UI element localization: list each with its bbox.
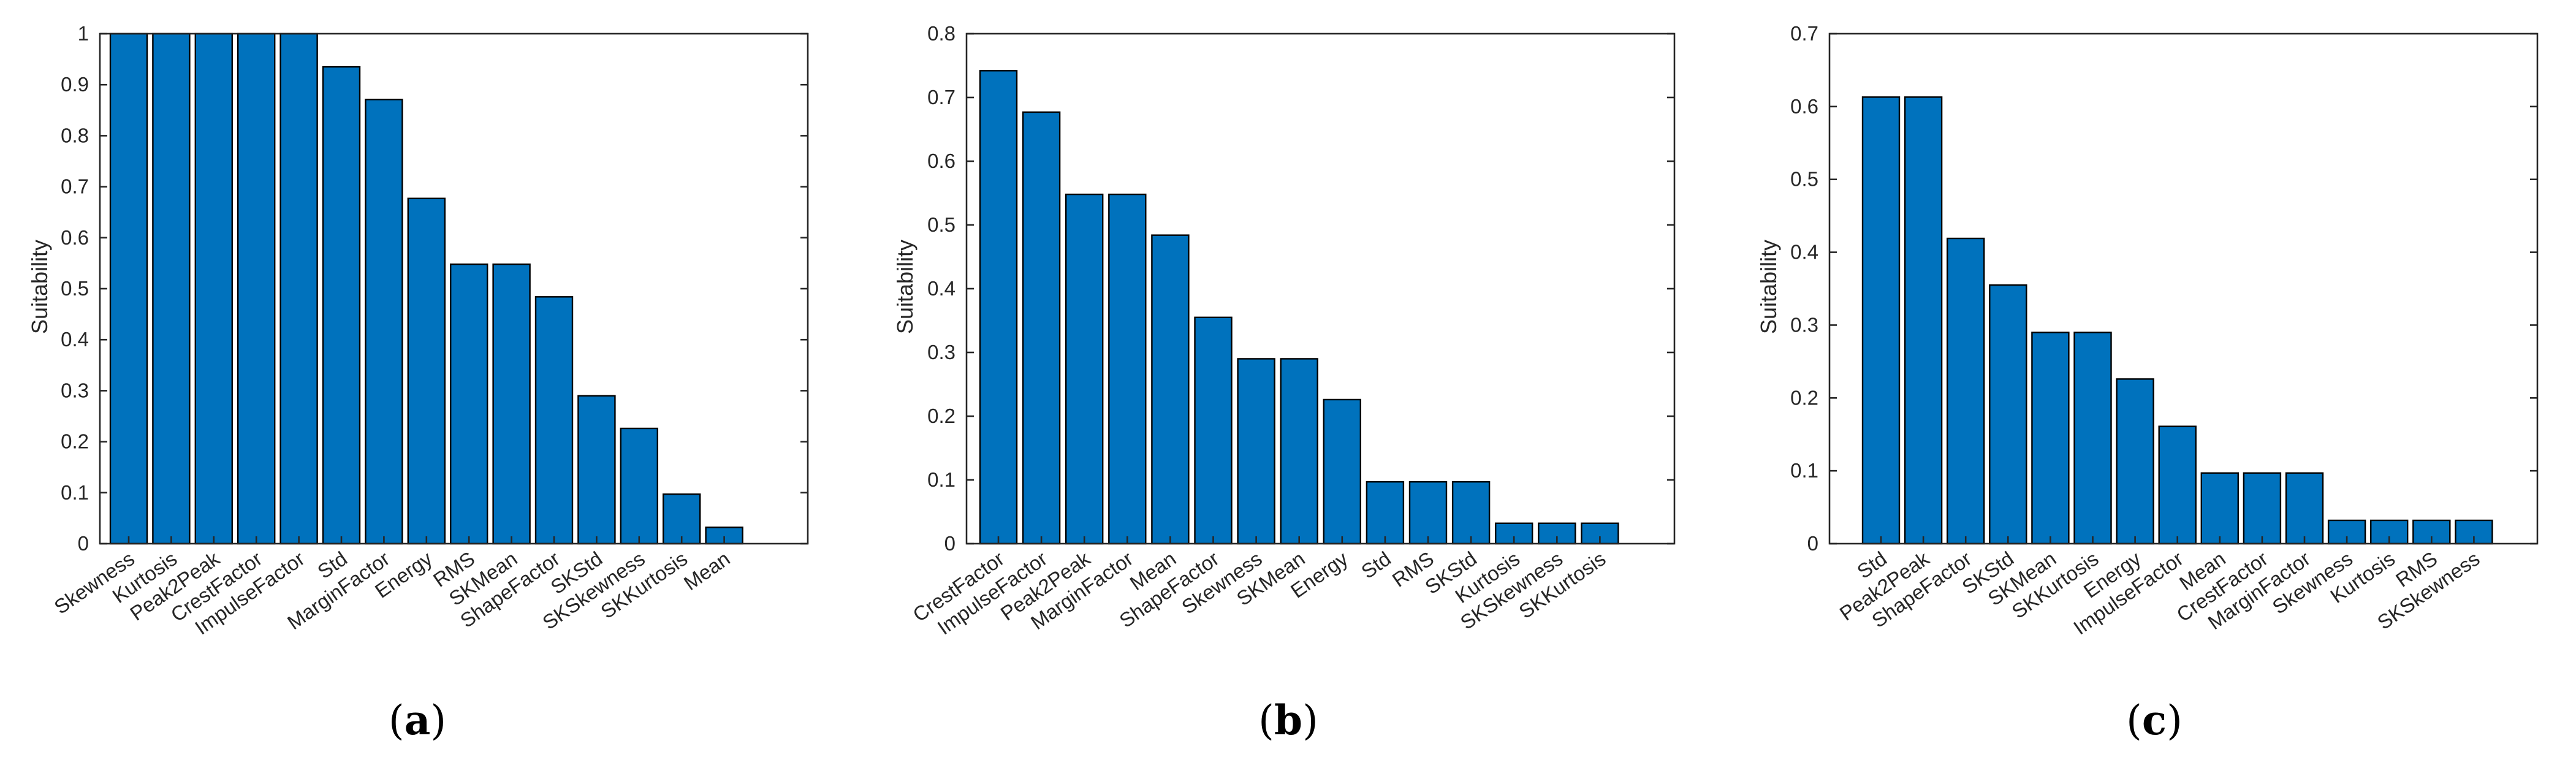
panel-c-ylabel: Suitability [1756, 240, 1781, 334]
panel-b-bar [1366, 481, 1405, 545]
panel-b-ytick-label: 0.6 [927, 150, 956, 172]
panel-a: Suitability 0 0.1 0.2 0.3 0.4 0.5 0.6 0.7 0.8 0.9… [27, 22, 809, 744]
panel-a-bar [152, 32, 191, 545]
panel-a-bar [450, 263, 488, 545]
panel-a-yticks: 0 0.1 0.2 0.3 0.4 0.5 0.6 0.7 0.8 0.9 1 [61, 22, 808, 555]
panel-b-ylabel: Suitability [892, 240, 918, 334]
panel-c-bar [2285, 472, 2324, 545]
panel-b-bar [1108, 193, 1147, 545]
panel-c-bar [1904, 96, 1943, 545]
panel-c-bars [1861, 96, 2493, 545]
panel-b-yticks: 0 0.1 0.2 0.3 0.4 0.5 0.6 0.7 0.8 [927, 22, 1674, 555]
panel-c-bar [2200, 472, 2240, 545]
panel-b-ytick-label: 0.2 [927, 405, 956, 427]
panel-b-bar [1194, 316, 1233, 545]
panel-c: Suitability 0 0.1 0.2 0.3 0.4 0.5 0.6 0.7 StdPe… [1756, 22, 2539, 744]
panel-b-ytick-label: 0.4 [927, 277, 956, 300]
panel-a-ytick-label: 0.6 [61, 226, 89, 249]
panel-b-bar [1022, 111, 1061, 545]
panel-b-bar [1280, 358, 1318, 545]
panel-c-caption-open: ( [2126, 697, 2142, 744]
panel-a-ytick-label: 0.7 [61, 175, 89, 198]
panel-c-bar [2158, 425, 2197, 545]
panel-c-ytick-label: 0 [1807, 532, 1818, 555]
panel-c-yticks: 0 0.1 0.2 0.3 0.4 0.5 0.6 0.7 [1790, 22, 2537, 555]
panel-c-bar [2243, 472, 2282, 545]
panel-b-bar [1323, 398, 1362, 545]
panel-c-bar [1989, 284, 2027, 545]
panel-b-bar [1237, 358, 1275, 545]
panel-a-ytick-label: 0.4 [61, 328, 89, 351]
panel-b-bar [1451, 481, 1491, 545]
panel-a-bar [279, 32, 318, 545]
panel-b-bar [1408, 481, 1448, 545]
panel-b-ytick-label: 0.5 [927, 213, 956, 236]
panel-b-ytick-label: 0.7 [927, 86, 956, 108]
panel-a-bar [194, 32, 233, 545]
panel-c-ytick-label: 0.1 [1790, 459, 1818, 482]
panel-a-bar [237, 32, 276, 545]
panel-a-ytick-label: 0.5 [61, 277, 89, 300]
panel-a-bar [577, 395, 616, 545]
panel-a-bars [109, 32, 743, 545]
panel-c-ytick-label: 0.4 [1790, 241, 1818, 264]
panel-b-caption-close: ) [1302, 697, 1318, 744]
panel-a-bar [620, 427, 658, 545]
panel-a-ytick-label: 0.3 [61, 379, 89, 401]
panel-a-bar [322, 66, 361, 545]
panel-a-ytick-label: 0.2 [61, 430, 89, 453]
panel-a-xticks: SkewnessKurtosisPeak2PeakCrestFactorImpu… [50, 536, 734, 639]
panel-a-bar [492, 263, 531, 545]
panel-c-ytick-label: 0.2 [1790, 386, 1818, 409]
panel-c-axes-frame [1828, 32, 2539, 545]
panel-b-ytick-label: 0 [944, 532, 956, 555]
panel-a-ytick-label: 0.9 [61, 73, 89, 96]
panel-c-bar [1946, 237, 1985, 545]
panel-c-ytick-label: 0.5 [1790, 168, 1818, 191]
panel-b-xticks: CrestFactorImpulseFactorPeak2PeakMarginF… [909, 536, 1609, 639]
panel-a-caption-open: ( [389, 697, 405, 744]
panel-c-bar [2116, 378, 2154, 545]
panel-c-caption: (c) [2126, 696, 2183, 744]
panel-b-ytick-label: 0.1 [927, 468, 956, 491]
panel-b-axes-frame [965, 32, 1676, 545]
panel-b-bar [1065, 193, 1104, 545]
panel-a-ytick-label: 0.8 [61, 124, 89, 146]
panel-c-bar [2031, 332, 2070, 545]
panel-c-xticks: StdPeak2PeakShapeFactorSKStdSKMeanSKKurt… [1836, 536, 2483, 639]
panel-a-caption: (a) [389, 696, 446, 744]
panel-c-ytick-label: 0.7 [1790, 22, 1818, 45]
panel-b-xtick-label: Std [1357, 547, 1395, 583]
panel-a-ytick-label: 0.1 [61, 481, 89, 504]
panel-b: Suitability 0 0.1 0.2 0.3 0.4 0.5 0.6 0.7 0.8 Cr… [892, 22, 1676, 744]
panel-b-bar [979, 70, 1018, 545]
panel-c-caption-close: ) [2167, 697, 2183, 744]
panel-a-bar [662, 493, 701, 545]
panel-c-ytick-label: 0.6 [1790, 95, 1818, 118]
panel-a-ylabel: Suitability [27, 240, 52, 334]
panel-a-ytick-label: 1 [78, 22, 89, 45]
panel-a-bar [109, 32, 148, 545]
panel-b-bars [979, 70, 1619, 545]
panel-c-ytick-label: 0.3 [1790, 313, 1818, 336]
panel-c-caption-letter: c [2142, 696, 2167, 744]
panel-b-bar [1151, 234, 1190, 545]
panel-a-bar [407, 197, 446, 545]
panel-b-caption-letter: b [1274, 696, 1302, 744]
panel-c-bar [1861, 96, 1901, 545]
panel-a-bar [365, 99, 403, 545]
panel-a-ytick-label: 0 [78, 532, 89, 555]
panel-b-ytick-label: 0.3 [927, 341, 956, 363]
panel-b-ytick-label: 0.8 [927, 22, 956, 45]
panel-c-bar [2073, 332, 2112, 545]
panel-b-caption-open: ( [1258, 697, 1274, 744]
panel-a-axes-frame [99, 32, 809, 545]
panel-a-caption-letter: a [405, 696, 431, 744]
panel-a-caption-close: ) [430, 697, 446, 744]
panel-a-bar [534, 296, 574, 545]
panel-b-caption: (b) [1258, 696, 1318, 744]
panel-a-xtick-label: Mean [680, 547, 734, 595]
